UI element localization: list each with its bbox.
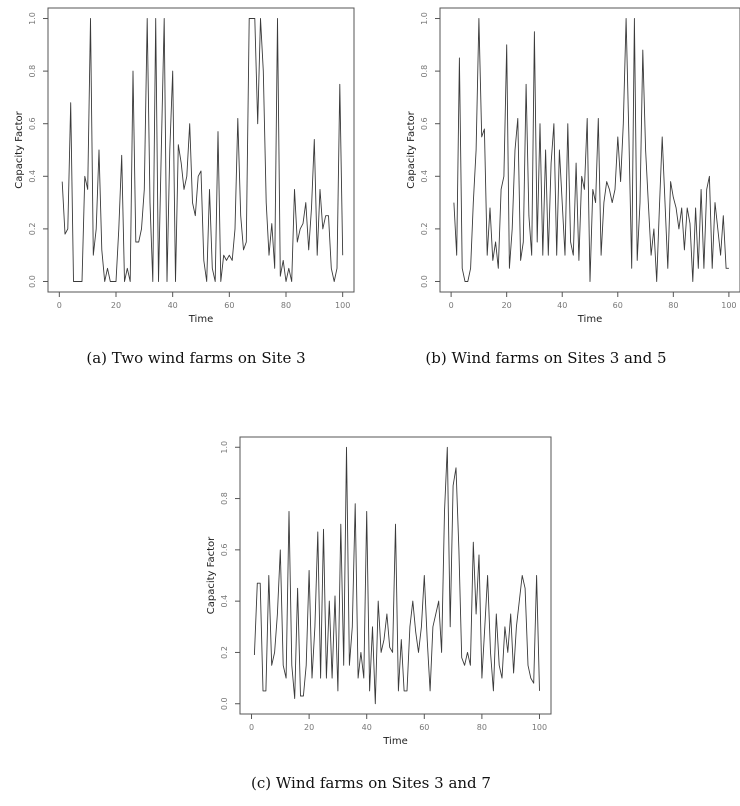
x-axis-label: Time bbox=[382, 736, 407, 747]
y-tick-label: 1.0 bbox=[28, 12, 37, 25]
x-tick-label: 40 bbox=[362, 723, 372, 732]
y-tick-label: 0.0 bbox=[420, 275, 429, 288]
y-tick-label: 0.2 bbox=[420, 223, 429, 236]
y-tick-label: 0.6 bbox=[28, 117, 37, 130]
y-tick-label: 0.8 bbox=[220, 492, 229, 505]
panel-a: 0 20 40 60 80 100 0.0 0.2 0.4 0.6 0.8 1.0 Time Capaci… bbox=[14, 7, 355, 367]
x-tick-label: 20 bbox=[304, 723, 314, 732]
x-tick-label: 20 bbox=[502, 301, 512, 310]
x-tick-label: 100 bbox=[335, 301, 350, 310]
x-tick-label: 80 bbox=[281, 301, 291, 310]
x-tick-label: 60 bbox=[613, 301, 623, 310]
y-tick-label: 0.8 bbox=[420, 65, 429, 78]
panel-b: 0 20 40 60 80 100 0.0 0.2 0.4 0.6 0.8 1.0 Time Capaci… bbox=[406, 7, 740, 367]
y-tick-label: 0.2 bbox=[28, 223, 37, 236]
x-tick-label: 0 bbox=[57, 301, 62, 310]
y-tick-label: 0.0 bbox=[28, 275, 37, 288]
y-tick-label: 0.4 bbox=[220, 595, 229, 608]
plot-frame bbox=[47, 7, 355, 293]
panel-caption: (c) Wind farms on Sites 3 and 7 bbox=[251, 774, 491, 792]
panel-caption: (a) Two wind farms on Site 3 bbox=[86, 349, 305, 367]
y-tick-label: 0.4 bbox=[420, 170, 429, 183]
plot-frame bbox=[439, 7, 740, 293]
x-tick-label: 40 bbox=[557, 301, 567, 310]
capacity-factor-line bbox=[253, 446, 540, 705]
plot-frame bbox=[239, 436, 552, 715]
panel-caption: (b) Wind farms on Sites 3 and 5 bbox=[425, 349, 666, 367]
y-axis-label: Capacity Factor bbox=[14, 110, 25, 188]
capacity-factor-line bbox=[453, 18, 729, 282]
y-tick-label: 0.0 bbox=[220, 697, 229, 710]
panel-c: 0 20 40 60 80 100 0.0 0.2 0.4 0.6 0.8 1.0 Time Capaci… bbox=[206, 436, 552, 792]
x-tick-label: 0 bbox=[249, 723, 254, 732]
capacity-factor-line bbox=[61, 18, 344, 282]
y-tick-label: 1.0 bbox=[220, 441, 229, 454]
x-tick-label: 40 bbox=[168, 301, 178, 310]
x-tick-label: 20 bbox=[111, 301, 121, 310]
x-tick-label: 60 bbox=[224, 301, 234, 310]
y-tick-label: 0.2 bbox=[220, 646, 229, 659]
x-tick-label: 100 bbox=[721, 301, 736, 310]
y-tick-label: 0.4 bbox=[28, 170, 37, 183]
x-tick-label: 80 bbox=[668, 301, 678, 310]
x-tick-label: 100 bbox=[532, 723, 547, 732]
y-axis-label: Capacity Factor bbox=[206, 536, 217, 614]
y-tick-label: 1.0 bbox=[420, 12, 429, 25]
x-tick-label: 80 bbox=[477, 723, 487, 732]
y-tick-label: 0.8 bbox=[28, 65, 37, 78]
x-axis-label: Time bbox=[188, 314, 213, 325]
x-tick-label: 60 bbox=[419, 723, 429, 732]
y-axis-label: Capacity Factor bbox=[406, 110, 417, 188]
x-axis-label: Time bbox=[577, 314, 602, 325]
y-tick-label: 0.6 bbox=[220, 543, 229, 556]
x-tick-label: 0 bbox=[449, 301, 454, 310]
y-tick-label: 0.6 bbox=[420, 117, 429, 130]
